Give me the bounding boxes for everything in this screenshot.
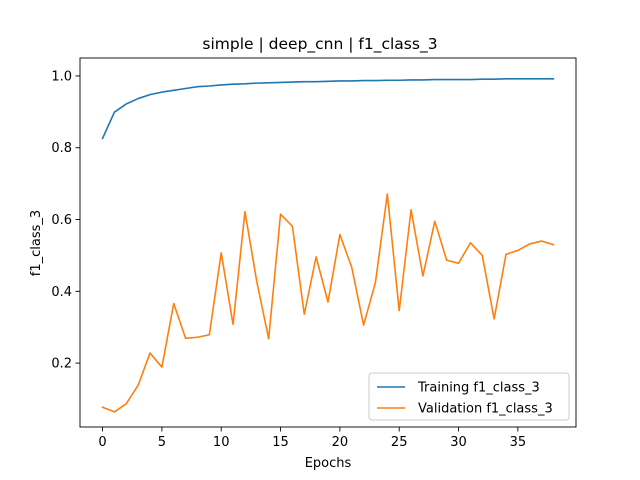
axes-frame <box>79 57 577 428</box>
x-tick-label: 10 <box>213 435 230 450</box>
x-tick-label: 5 <box>158 435 166 450</box>
x-tick-label: 0 <box>98 435 106 450</box>
y-tick-label: 1.0 <box>51 69 72 84</box>
y-tick-label: 0.6 <box>51 213 72 228</box>
y-tick-label: 0.8 <box>51 141 72 156</box>
legend-box <box>368 372 570 421</box>
x-tick-label: 15 <box>272 435 289 450</box>
legend-label-validation: Validation f1_class_3 <box>418 402 553 417</box>
x-tick-label: 25 <box>391 435 408 450</box>
chart-title: simple | deep_cnn | f1_class_3 <box>202 35 437 54</box>
legend-label-training: Training f1_class_3 <box>417 381 540 396</box>
y-axis-label: f1_class_3 <box>29 210 44 276</box>
series-line-training <box>101 78 555 140</box>
x-tick-label: 20 <box>332 435 349 450</box>
plot-area: 0 5 10 15 20 25 30 35 0.2 0.4 0.6 0.8 1.0 <box>51 57 577 450</box>
y-tick-label: 0.4 <box>51 285 72 300</box>
x-tick-label: 35 <box>510 435 527 450</box>
x-tick-label: 30 <box>450 435 467 450</box>
x-axis-label: Epochs <box>305 456 352 471</box>
legend: Training f1_class_3 Validation f1_class_3 <box>368 372 570 421</box>
y-tick-label: 0.2 <box>51 357 72 372</box>
series-line-validation <box>101 193 555 413</box>
